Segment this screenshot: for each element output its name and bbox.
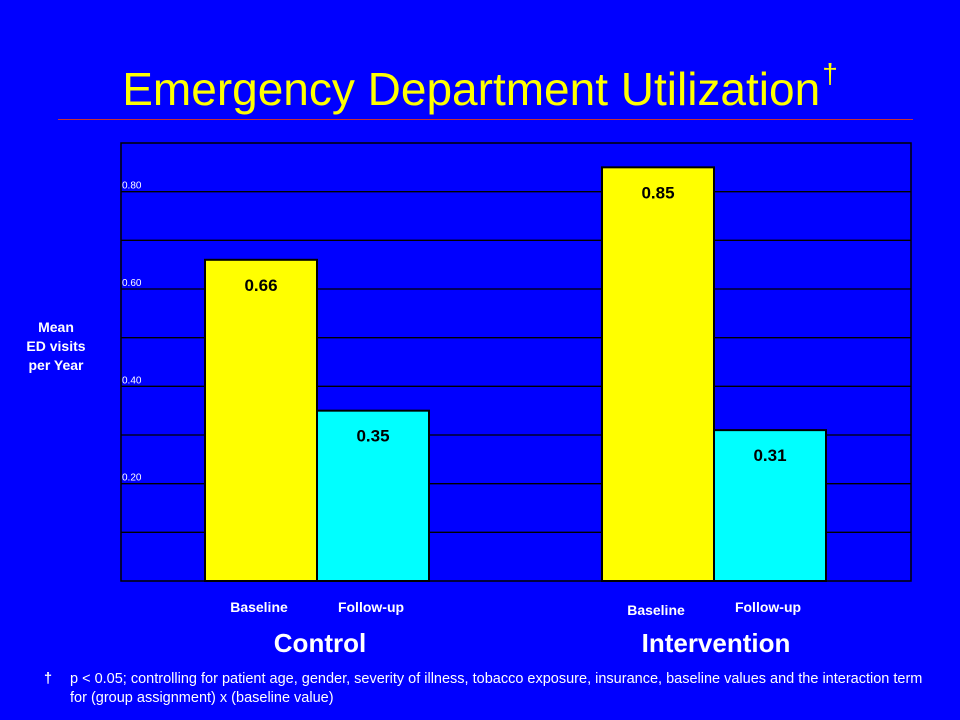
y-tick-label: 0.40	[122, 375, 142, 386]
chart-title-text: Emergency Department Utilization	[122, 63, 821, 115]
group-label-intervention: Intervention	[641, 628, 791, 658]
plot-frame	[120, 142, 912, 582]
data-label: 0.66	[244, 276, 277, 295]
data-label: 0.85	[641, 183, 674, 202]
y-tick-label: 0.80	[122, 181, 142, 192]
y-axis-label-line-3: per Year	[28, 357, 84, 373]
data-label: 0.35	[356, 427, 389, 446]
bar-control-followup	[316, 409, 430, 582]
category-label: Follow-up	[735, 599, 801, 615]
group-label-control: Control	[273, 628, 367, 658]
dagger-marker: †	[822, 58, 838, 89]
footnote-text: p < 0.05; controlling for patient age, g…	[70, 671, 923, 706]
y-tick-label: 0.20	[122, 473, 142, 484]
category-label: Baseline	[230, 599, 288, 615]
bar-intervention-followup	[713, 429, 827, 582]
title-divider	[58, 119, 913, 120]
chart-title: Emergency Department Utilization†	[0, 44, 960, 119]
y-axis-label-line-1: Mean	[38, 319, 74, 335]
category-label: Follow-up	[338, 599, 404, 615]
category-label: Baseline	[627, 602, 685, 618]
data-label: 0.31	[753, 446, 786, 465]
y-axis-label-line-2: ED visits	[26, 338, 86, 354]
bar-intervention-baseline	[601, 166, 715, 582]
y-axis-label: Mean ED visits per Year	[10, 318, 102, 375]
footnote-marker: †	[44, 671, 53, 687]
y-tick-label: 0.60	[122, 278, 142, 289]
bar-control-baseline	[204, 258, 318, 582]
